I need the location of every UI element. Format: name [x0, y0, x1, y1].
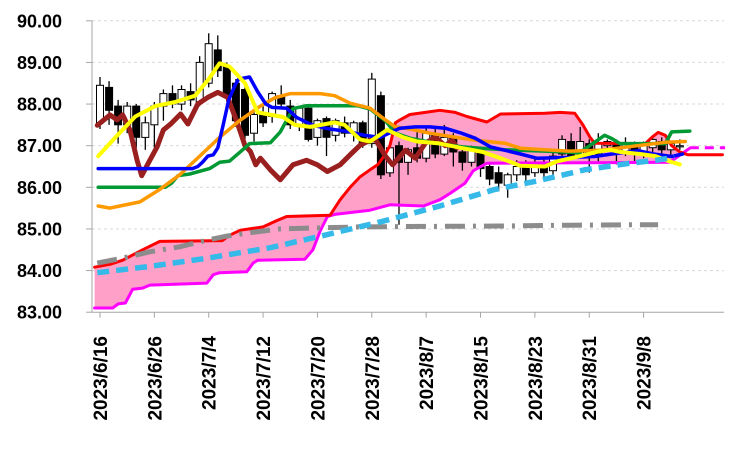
x-axis-label: 2023/7/20	[308, 336, 329, 421]
candle-body	[222, 66, 231, 97]
candle-body	[512, 166, 521, 176]
y-axis-label: 86.00	[17, 178, 62, 198]
candle-body	[241, 89, 249, 136]
candle-body	[250, 114, 258, 134]
x-axis-label: 2023/9/8	[635, 336, 656, 410]
x-axis-label: 2023/8/7	[417, 336, 438, 410]
y-axis-label: 90.00	[17, 11, 62, 31]
y-axis-label: 89.00	[17, 53, 62, 73]
x-axis-label: 2023/6/26	[145, 336, 166, 421]
y-axis-label: 88.00	[17, 95, 62, 115]
x-axis-label: 2023/7/28	[363, 336, 384, 421]
candle-body	[558, 138, 567, 155]
candle-body	[96, 84, 104, 124]
y-axis-label: 85.00	[17, 219, 62, 239]
series-lagging-maroon	[94, 89, 460, 183]
y-axis-label: 84.00	[17, 261, 62, 281]
series-trendline-cyan	[96, 154, 675, 276]
series-senkou-span-b	[93, 146, 692, 310]
y-axis-label: 87.00	[17, 136, 62, 156]
series-baseline-gray	[96, 222, 659, 266]
x-axis-label: 2023/7/4	[200, 336, 221, 410]
series-ma-orange	[96, 91, 688, 210]
candle-body	[458, 151, 467, 163]
candle-body	[213, 49, 222, 72]
x-axis-label: 2023/8/31	[580, 336, 601, 421]
x-axis-label: 2023/8/23	[526, 336, 547, 421]
x-axis-label: 2023/8/15	[472, 336, 493, 421]
candle-body	[313, 120, 322, 138]
candle-body	[494, 172, 503, 184]
candle-body	[204, 43, 213, 84]
x-axis-label: 2023/6/16	[91, 336, 112, 421]
candle-body	[675, 145, 684, 148]
candle-body	[141, 122, 150, 138]
candle-body	[485, 166, 494, 180]
y-axis-label: 83.00	[17, 303, 62, 323]
series-ma-yellow	[96, 61, 682, 169]
x-axis-label: 2023/7/12	[254, 336, 275, 421]
candle-body	[105, 86, 114, 111]
candle-body	[132, 105, 141, 138]
